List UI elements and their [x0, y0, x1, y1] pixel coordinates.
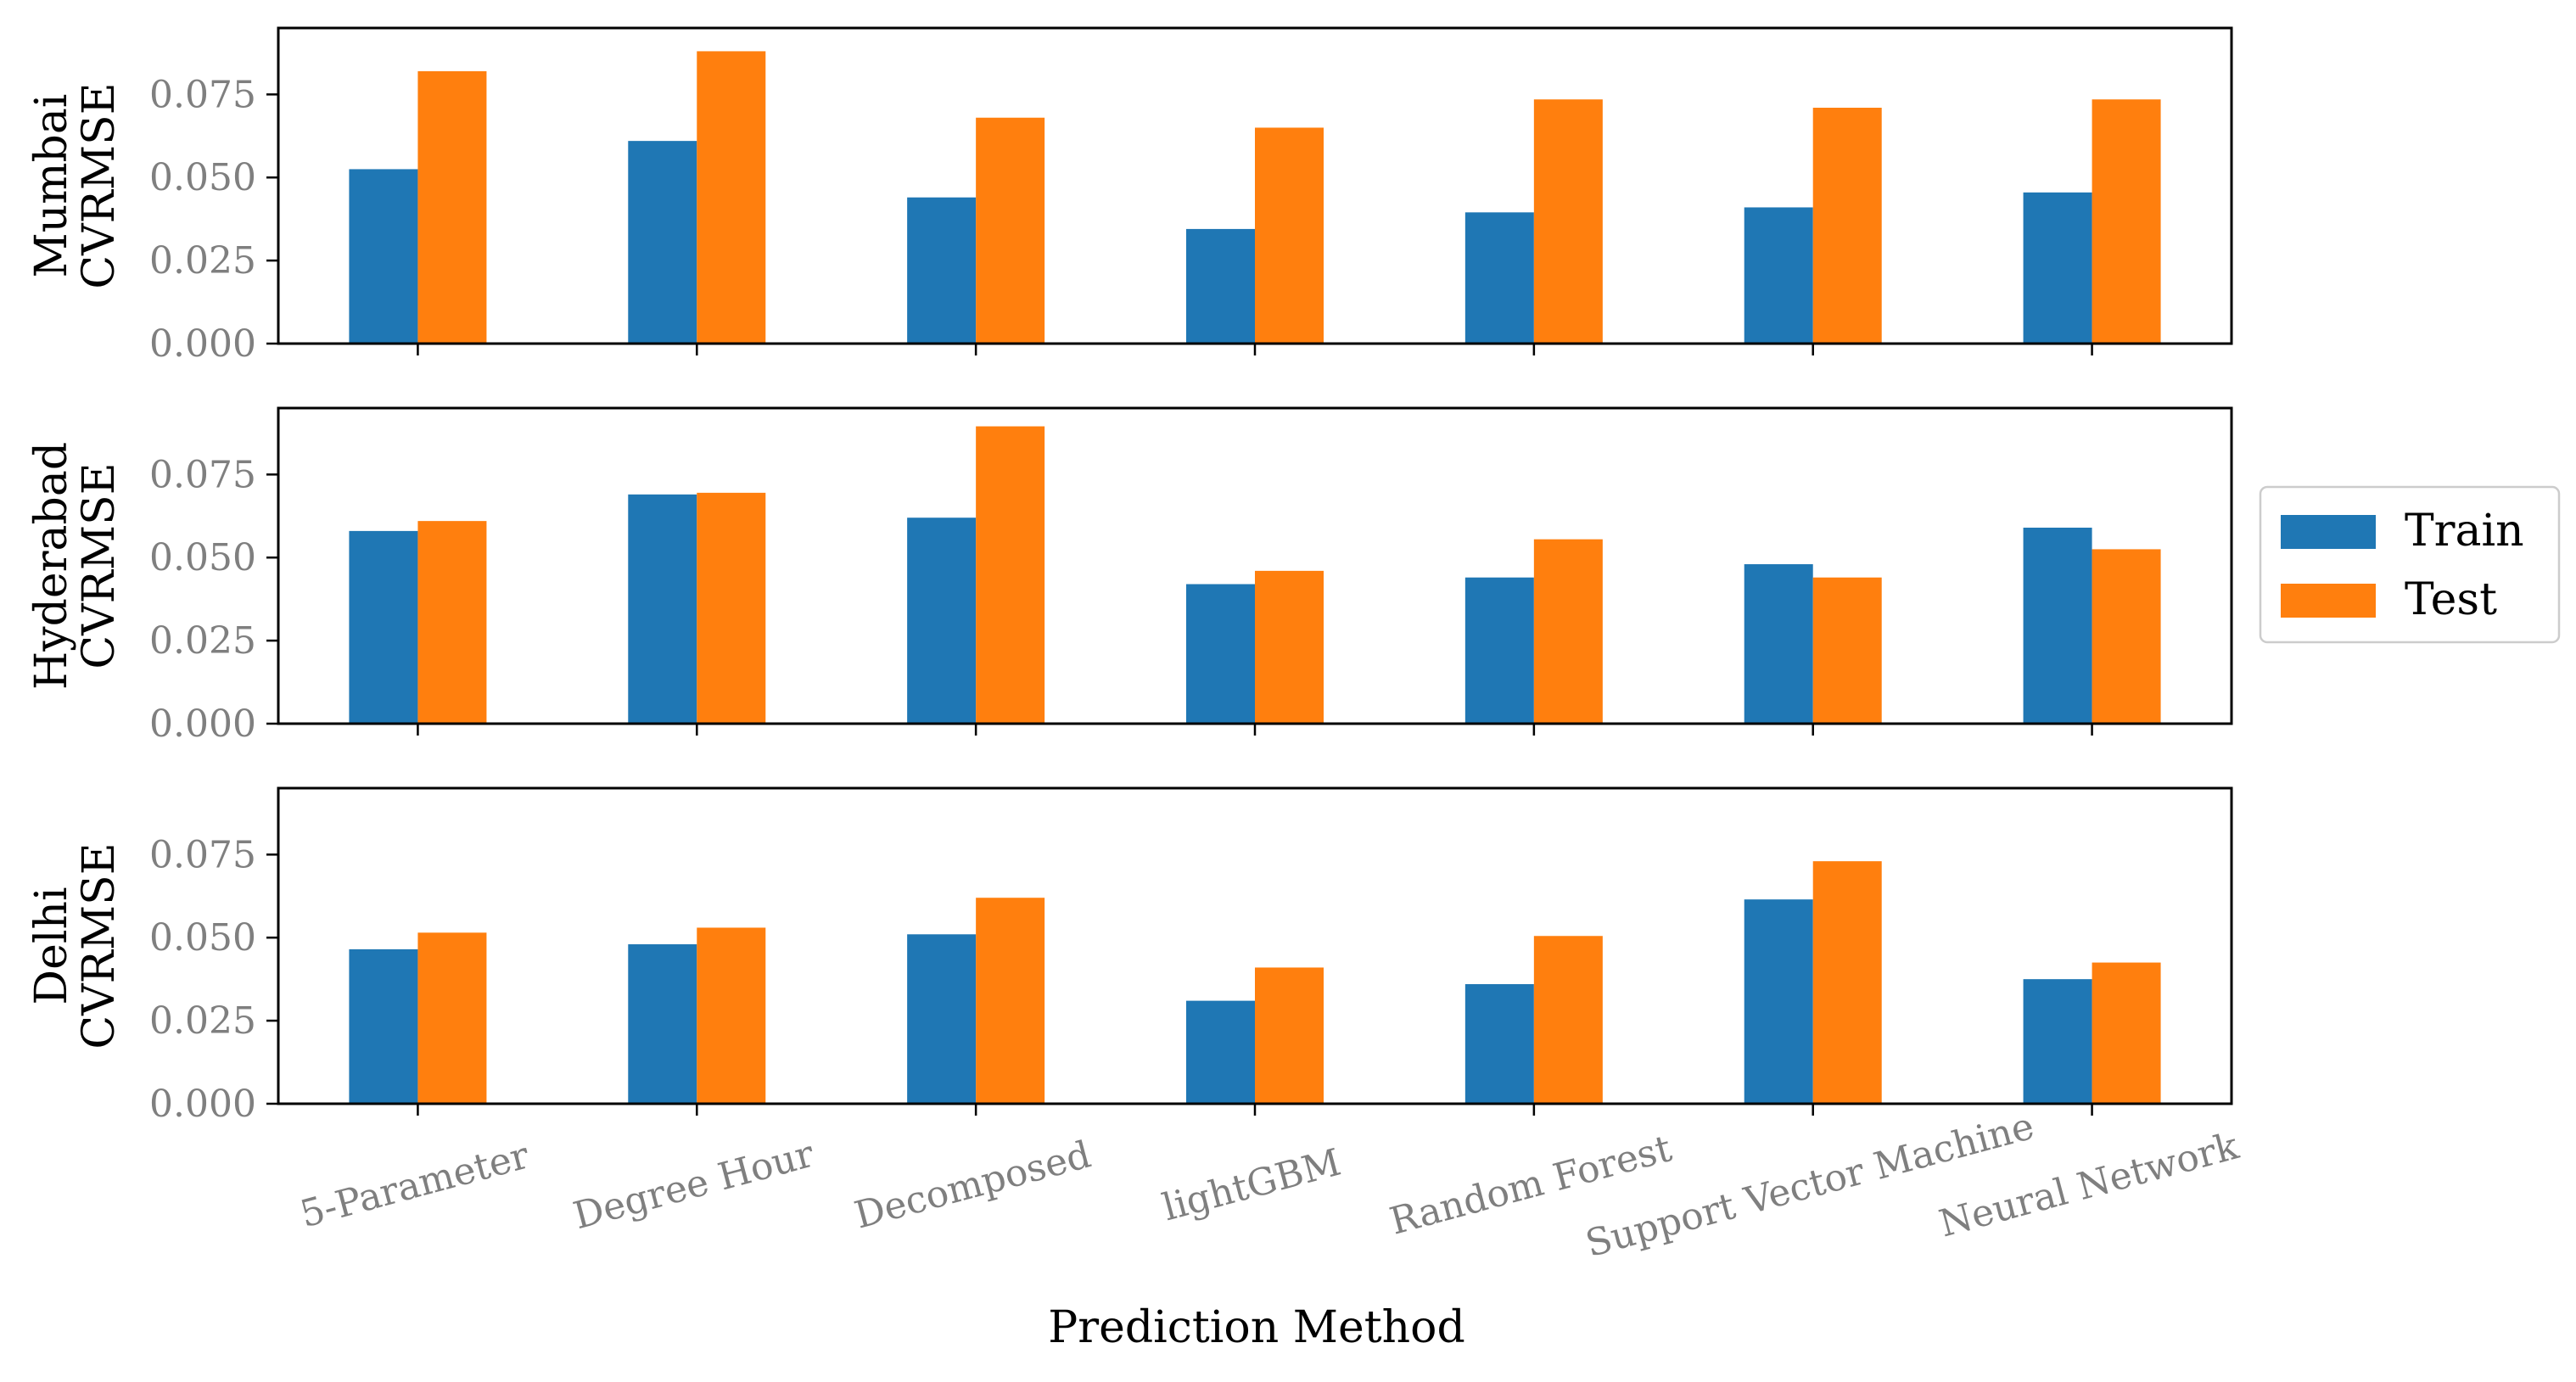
y-tick-label: 0.025: [149, 999, 256, 1043]
bar-test-6: [2092, 99, 2161, 344]
bar-train-4: [1464, 577, 1534, 724]
bar-test-0: [417, 932, 487, 1104]
y-tick-label: 0.000: [149, 702, 256, 746]
y-axis-label-line2: CVRMSE: [74, 842, 125, 1049]
bar-train-3: [1186, 1000, 1255, 1104]
panel-mumbai: 0.000 0.025 0.050 0.075 MumbaiCVRMSE: [26, 26, 2233, 366]
legend-label-test: Test: [2405, 574, 2497, 625]
y-tick-label: 0.075: [149, 73, 256, 116]
bar-train-0: [349, 948, 418, 1104]
bar-test-6: [2092, 549, 2161, 724]
panel-delhi: 0.000 0.025 0.050 0.075 DelhiCVRMSE: [26, 786, 2233, 1126]
bar-train-3: [1186, 228, 1255, 344]
bar-train-0: [349, 169, 418, 344]
bar-train-5: [1744, 207, 1813, 344]
bar-test-2: [976, 117, 1045, 344]
bar-train-1: [628, 494, 697, 724]
y-tick-label: 0.075: [149, 833, 256, 876]
bar-test-2: [976, 426, 1045, 724]
x-tick-label: Degree Hour: [568, 1132, 819, 1238]
legend: Train Test: [2259, 485, 2561, 644]
x-tick-label: 5-Parameter: [296, 1133, 535, 1236]
bar-test-3: [1255, 967, 1324, 1104]
bar-train-2: [907, 518, 977, 724]
legend-swatch-test: [2281, 584, 2376, 618]
bar-train-2: [907, 934, 977, 1104]
y-tick-label: 0.050: [149, 156, 256, 199]
x-tick-label: Decomposed: [850, 1133, 1095, 1237]
x-axis-label: Prediction Method: [1048, 1302, 1465, 1353]
bar-test-3: [1255, 570, 1324, 724]
bar-train-2: [907, 197, 977, 344]
bar-test-3: [1255, 127, 1324, 344]
panel-hyderabad: 0.000 0.025 0.050 0.075 HyderabadCVRMSE: [26, 406, 2233, 746]
x-tick-label: Support Vector Machine: [1581, 1105, 2038, 1266]
bar-train-6: [2023, 192, 2092, 344]
bar-test-6: [2092, 962, 2161, 1104]
bar-train-4: [1464, 984, 1534, 1104]
y-axis-label-line1: Delhi: [26, 887, 77, 1004]
bar-test-1: [697, 492, 766, 724]
bar-train-0: [349, 530, 418, 724]
bar-train-5: [1744, 564, 1813, 724]
bar-train-4: [1464, 212, 1534, 344]
legend-label-train: Train: [2405, 506, 2524, 557]
y-axis-label-line2: CVRMSE: [74, 82, 125, 288]
y-tick-label: 0.075: [149, 453, 256, 496]
bar-train-6: [2023, 527, 2092, 724]
y-tick-label: 0.050: [149, 536, 256, 579]
y-axis-label: HyderabadCVRMSE: [26, 442, 125, 690]
bar-test-4: [1533, 936, 1603, 1104]
y-tick-label: 0.000: [149, 322, 256, 366]
y-axis-label-line1: Hyderabad: [26, 442, 77, 690]
bar-test-5: [1812, 861, 1882, 1104]
y-axis-label-line1: Mumbai: [26, 94, 77, 278]
bar-train-6: [2023, 979, 2092, 1104]
bar-test-1: [697, 51, 766, 344]
legend-swatch-train: [2281, 515, 2376, 549]
bar-test-0: [417, 70, 487, 344]
bar-train-1: [628, 141, 697, 344]
bar-train-5: [1744, 899, 1813, 1104]
bar-train-3: [1186, 584, 1255, 724]
y-axis-label: MumbaiCVRMSE: [26, 82, 125, 288]
bar-test-2: [976, 898, 1045, 1104]
bar-test-1: [697, 927, 766, 1104]
bar-test-4: [1533, 539, 1603, 724]
y-tick-label: 0.025: [149, 619, 256, 663]
y-tick-label: 0.025: [149, 239, 256, 283]
y-axis-label: DelhiCVRMSE: [26, 842, 125, 1049]
bar-test-5: [1812, 107, 1882, 344]
bar-test-0: [417, 521, 487, 724]
bar-test-5: [1812, 577, 1882, 724]
bar-test-4: [1533, 99, 1603, 344]
y-axis-label-line2: CVRMSE: [74, 462, 125, 669]
x-tick-label: lightGBM: [1158, 1141, 1346, 1230]
y-tick-label: 0.000: [149, 1083, 256, 1126]
y-tick-label: 0.050: [149, 916, 256, 960]
bar-train-1: [628, 944, 697, 1104]
